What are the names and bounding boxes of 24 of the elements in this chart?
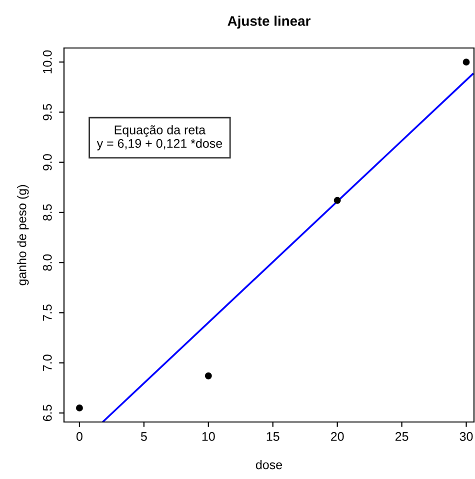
x-tick-label: 5 — [140, 432, 147, 441]
x-tick-label: 25 — [395, 432, 408, 441]
point — [204, 372, 212, 380]
annotation: y = 6,19 + 0,121 *dose — [96, 138, 222, 150]
y-tick-label: 6.5 — [42, 404, 52, 422]
y-tick-label: 8.0 — [42, 254, 52, 271]
y-axis-title: ganho de peso (g) — [17, 185, 29, 286]
x-tick-label: 30 — [460, 432, 473, 441]
y-tick-label: 7.5 — [43, 304, 52, 321]
x-tick-label: 0 — [76, 432, 82, 441]
y-tick-label: 9.0 — [42, 154, 52, 170]
point — [76, 404, 83, 412]
point — [334, 196, 341, 204]
y-tick-label: 8.5 — [42, 204, 52, 221]
x-tick-label: 10 — [202, 432, 215, 441]
annotation: Equação da reta — [114, 125, 206, 137]
y-tick-label: 9.5 — [42, 104, 52, 120]
y-tick-label: 7.0 — [42, 354, 52, 371]
y-tick-label: 10.0 — [42, 50, 52, 74]
chart-title: Ajuste linear — [228, 16, 310, 29]
point — [462, 58, 470, 66]
x-axis-title: dose — [256, 460, 282, 470]
x-tick-label: 15 — [266, 432, 280, 441]
x-tick-label: 20 — [331, 432, 344, 441]
